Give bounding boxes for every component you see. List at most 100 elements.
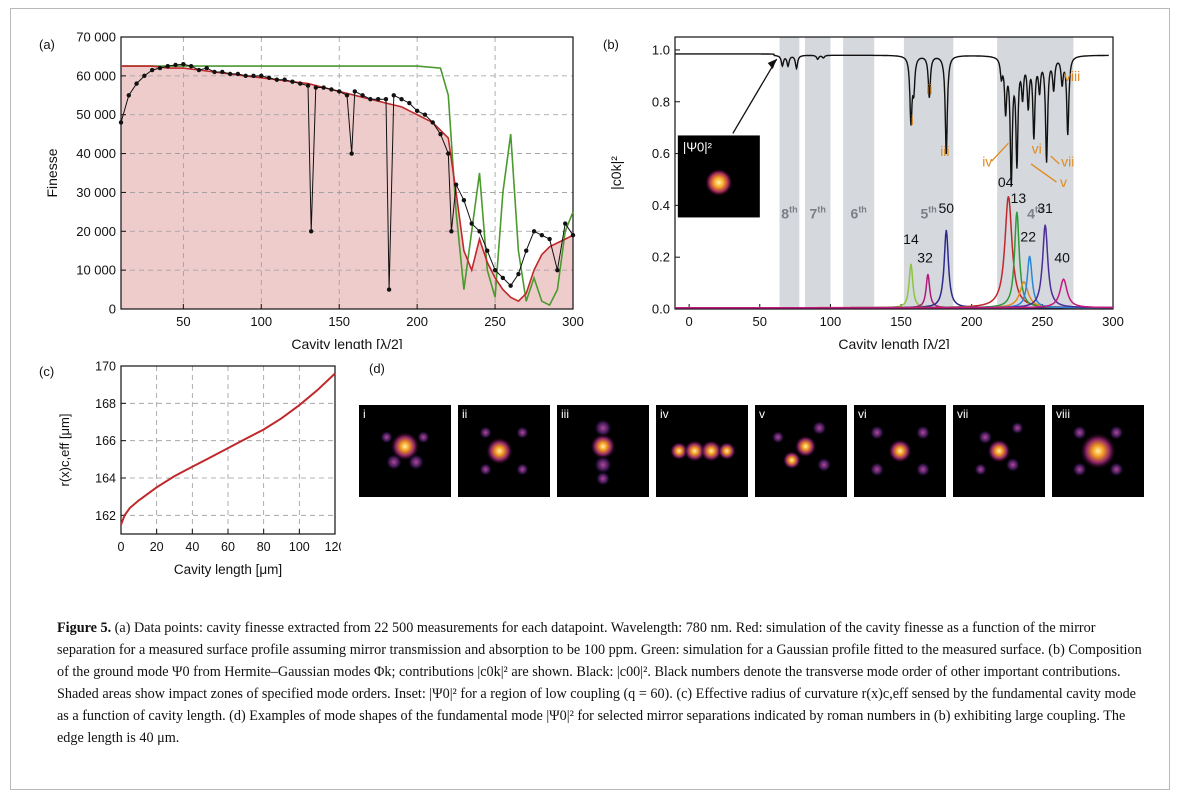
x-axis-label: Cavity length [λ/2] bbox=[838, 336, 949, 349]
y-tick-label: 162 bbox=[95, 509, 116, 523]
black-data-point bbox=[266, 75, 272, 81]
black-data-point bbox=[531, 229, 537, 234]
mode-lobe bbox=[1010, 421, 1024, 435]
black-data-point bbox=[449, 229, 454, 234]
black-data-point bbox=[570, 232, 576, 238]
y-tick-label: 0 bbox=[109, 302, 116, 317]
mode-lobe bbox=[888, 439, 912, 463]
black-data-point bbox=[282, 77, 287, 82]
x-axis-label: Cavity length [μm] bbox=[174, 562, 282, 577]
mode-shape-label: iii bbox=[561, 407, 569, 421]
x-tick-label: 250 bbox=[1032, 314, 1054, 329]
mode-lobe bbox=[700, 439, 723, 463]
roman-label: i bbox=[911, 112, 914, 128]
black-data-point bbox=[126, 93, 131, 98]
black-data-point bbox=[453, 182, 459, 187]
mode-lobe bbox=[974, 462, 988, 476]
black-data-point bbox=[181, 62, 186, 67]
black-data-point bbox=[391, 93, 396, 98]
x-tick-label: 60 bbox=[221, 540, 235, 554]
y-tick-label: 168 bbox=[95, 397, 116, 411]
roman-label: v bbox=[1060, 174, 1067, 190]
black-data-point bbox=[308, 229, 314, 234]
y-tick-label: 50 000 bbox=[76, 107, 116, 122]
shaded-region bbox=[804, 37, 831, 309]
black-data-point bbox=[313, 85, 319, 90]
black-data-point bbox=[485, 248, 490, 253]
black-c00-line bbox=[675, 53, 1109, 187]
mode-shape-label: ii bbox=[462, 407, 467, 421]
mode-order-number: 40 bbox=[1054, 249, 1070, 265]
mode-lobe bbox=[915, 425, 931, 440]
black-data-point bbox=[563, 221, 568, 226]
y-tick-label: 170 bbox=[95, 360, 116, 374]
panel-d-mode-shapes: (d)i ii iii iv v vi vii viii bbox=[359, 361, 1144, 497]
black-data-point bbox=[235, 71, 241, 77]
y-tick-label: 166 bbox=[95, 434, 116, 448]
mode-lobe bbox=[869, 462, 885, 477]
ordinal-suffix: th bbox=[1035, 204, 1044, 214]
black-data-point bbox=[212, 69, 217, 75]
black-data-point bbox=[547, 236, 552, 242]
mode-shape-label: vii bbox=[957, 407, 968, 421]
radius-curve bbox=[120, 372, 336, 526]
y-axis-label: Finesse bbox=[44, 148, 60, 197]
mode-contribution-line bbox=[675, 278, 1113, 309]
inset-pointer-arrowhead bbox=[767, 59, 777, 70]
black-data-point bbox=[196, 67, 202, 73]
black-data-point bbox=[165, 63, 170, 69]
figure-caption: Figure 5. (a) Data points: cavity finess… bbox=[57, 617, 1147, 749]
black-data-point bbox=[188, 63, 194, 69]
mode-lobe bbox=[683, 439, 706, 463]
shaded-region bbox=[997, 37, 1074, 309]
y-tick-label: 0.2 bbox=[652, 250, 670, 265]
black-data-point bbox=[422, 112, 428, 117]
panel-c-chart: (c) 0 20 40 60 80 100 120 162 164 166 168 170 Cavity … bbox=[39, 360, 341, 578]
black-data-point bbox=[259, 73, 264, 79]
black-data-point bbox=[430, 120, 435, 125]
roman-label: vii bbox=[1061, 154, 1074, 170]
roman-label: iv bbox=[982, 154, 992, 170]
x-tick-label: 100 bbox=[250, 314, 272, 329]
x-tick-label: 40 bbox=[185, 540, 199, 554]
x-tick-label: 50 bbox=[176, 314, 190, 329]
y-axis-label: |c0k|² bbox=[608, 156, 624, 190]
black-data-point bbox=[149, 67, 155, 73]
x-tick-label: 200 bbox=[406, 314, 428, 329]
mode-lobe bbox=[479, 426, 493, 440]
mode-lobe bbox=[595, 471, 611, 486]
black-data-point bbox=[321, 85, 326, 90]
panel-label-a: (a) bbox=[39, 37, 55, 52]
mode-shape-label: viii bbox=[1056, 407, 1070, 421]
mode-lobe bbox=[407, 453, 425, 471]
x-axis-label: Cavity length [λ/2] bbox=[291, 336, 402, 349]
panel-label-c: (c) bbox=[39, 364, 54, 379]
x-tick-label: 150 bbox=[328, 314, 350, 329]
y-tick-label: 10 000 bbox=[76, 263, 116, 278]
plot-frame bbox=[674, 36, 1114, 310]
black-data-point bbox=[157, 65, 163, 71]
y-tick-label: 164 bbox=[95, 472, 116, 486]
y-tick-label: 0.8 bbox=[652, 94, 670, 109]
black-data-point bbox=[524, 248, 529, 253]
mode-lobe bbox=[593, 418, 613, 438]
x-tick-label: 300 bbox=[1102, 314, 1124, 329]
mode-lobe bbox=[1109, 425, 1124, 440]
black-data-point bbox=[305, 83, 311, 88]
black-data-point bbox=[352, 89, 357, 94]
mode-lobe bbox=[812, 420, 827, 436]
black-data-point bbox=[298, 81, 303, 86]
mode-lobe bbox=[416, 430, 430, 444]
shaded-region bbox=[779, 37, 800, 309]
black-data-point bbox=[383, 96, 389, 102]
black-data-point bbox=[492, 267, 498, 273]
mode-lobe bbox=[915, 462, 931, 477]
x-tick-label: 150 bbox=[890, 314, 912, 329]
black-data-point bbox=[516, 271, 521, 277]
figure-frame: (a) 50 100 150 200 250 300 0 10 000 20 000 30 000 4… bbox=[10, 8, 1170, 790]
mode-lobe bbox=[717, 441, 737, 461]
black-data-point bbox=[477, 229, 482, 234]
black-data-point bbox=[438, 131, 443, 137]
x-tick-label: 0 bbox=[686, 314, 693, 329]
